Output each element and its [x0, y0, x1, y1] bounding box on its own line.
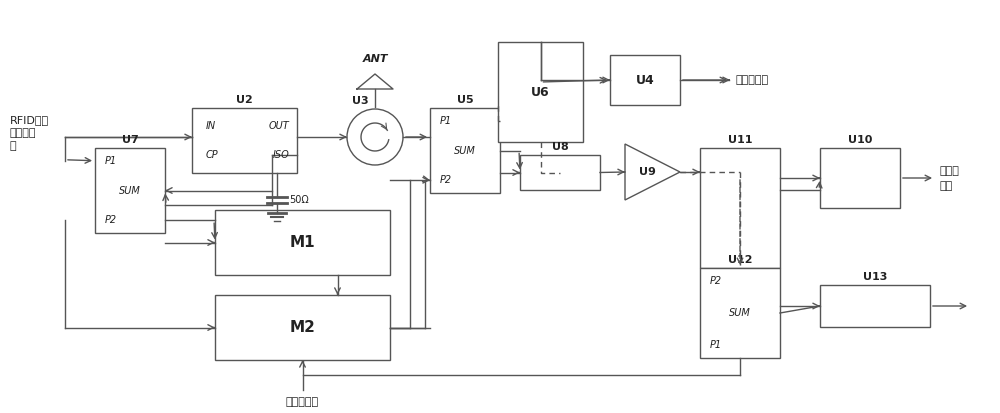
Text: OUT: OUT	[268, 121, 289, 131]
Bar	[95, 148, 165, 233]
Text: U4: U4	[636, 74, 654, 86]
Bar	[820, 148, 900, 208]
Text: P1: P1	[710, 339, 722, 349]
Bar	[700, 268, 780, 358]
Text: U3: U3	[352, 96, 368, 106]
Text: RFID读写: RFID读写	[10, 115, 49, 125]
Text: 微控制单元: 微控制单元	[735, 75, 768, 85]
Text: IN: IN	[206, 121, 216, 131]
Text: U10: U10	[848, 135, 872, 145]
Text: U12: U12	[728, 255, 752, 265]
Text: 50Ω: 50Ω	[289, 195, 309, 205]
Text: ISO: ISO	[272, 150, 289, 160]
Text: U5: U5	[457, 95, 473, 105]
Text: U13: U13	[863, 272, 887, 282]
Text: CP: CP	[206, 150, 219, 160]
Bar	[498, 42, 583, 142]
Text: U7: U7	[122, 135, 138, 145]
Bar	[700, 148, 780, 268]
Text: U9: U9	[639, 167, 655, 177]
Text: U6: U6	[531, 85, 550, 98]
Bar	[610, 55, 680, 105]
Text: P2: P2	[710, 276, 722, 287]
Text: 器的发射: 器的发射	[10, 128, 36, 138]
Text: P2: P2	[105, 215, 117, 225]
Text: M2: M2	[290, 320, 315, 335]
Text: 微控制单元: 微控制单元	[286, 397, 319, 407]
Text: U8: U8	[552, 142, 568, 152]
Text: U2: U2	[236, 95, 253, 105]
Text: M1: M1	[290, 235, 315, 250]
Bar	[430, 108, 500, 193]
Bar	[520, 155, 600, 190]
Bar	[215, 295, 390, 360]
Polygon shape	[625, 144, 680, 200]
Bar	[215, 210, 390, 275]
Text: 波: 波	[10, 141, 17, 151]
Text: P2: P2	[440, 175, 452, 185]
Text: ANT: ANT	[362, 54, 388, 64]
Text: 微控制: 微控制	[940, 166, 960, 176]
Text: P1: P1	[105, 156, 117, 166]
Bar	[820, 285, 930, 327]
Text: P1: P1	[440, 116, 452, 126]
Bar	[192, 108, 297, 173]
Text: SUM: SUM	[729, 308, 751, 318]
Text: SUM: SUM	[454, 145, 476, 156]
Text: SUM: SUM	[119, 185, 141, 195]
Text: U11: U11	[728, 135, 752, 145]
Text: 单元: 单元	[940, 181, 953, 191]
